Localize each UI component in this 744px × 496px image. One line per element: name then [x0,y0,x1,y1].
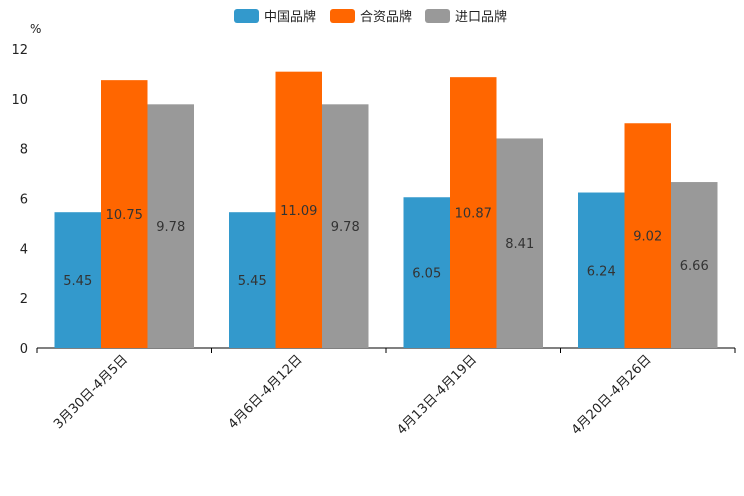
y-axis-unit: % [30,22,41,36]
bar-2-3 [450,77,497,349]
x-tick-label: 4月6日-4月12日 [226,352,306,432]
legend-swatch [425,9,450,23]
bar-2-4 [624,123,671,348]
data-label: 10.87 [455,207,492,222]
bar-1-3 [403,197,450,348]
y-tick-label: 6 [20,193,28,208]
data-label: 5.45 [63,274,92,289]
y-tick-label: 2 [20,292,28,307]
bar-3-3 [496,138,543,348]
data-label: 9.78 [156,220,185,235]
data-label: 6.05 [412,267,441,282]
bar-1-4 [578,192,625,348]
legend-label: 合资品牌 [360,9,412,25]
y-tick-label: 0 [20,342,28,357]
data-label: 11.09 [280,204,317,219]
legend: 中国品牌 合资品牌 进口品牌 [234,9,507,25]
legend-label: 进口品牌 [455,9,507,25]
x-tick-label: 3月30日-4月5日 [51,352,131,432]
data-labels: 5.45 10.75 9.78 5.45 11.09 9.78 6.05 10.87 8.41 6… [63,204,708,289]
legend-label: 中国品牌 [264,9,316,25]
data-label: 8.41 [505,237,534,252]
x-tick-label: 4月13日-4月19日 [394,352,480,438]
bar-2-1 [101,80,148,348]
x-tick-label: 4月20日-4月26日 [569,352,655,438]
bar-2-2 [275,71,322,348]
y-tick-label: 4 [20,242,28,257]
data-label: 6.24 [587,264,616,279]
y-tick-label: 12 [11,43,28,58]
bars [54,71,718,349]
data-label: 10.75 [106,208,143,223]
bar-3-4 [671,182,718,348]
bar-3-2 [322,104,369,348]
legend-swatch [234,9,259,23]
bar-1-1 [54,212,101,348]
data-label: 9.78 [331,220,360,235]
y-tick-label: 10 [11,93,28,108]
bar-1-2 [229,212,276,348]
bar-3-1 [147,104,194,348]
y-tick-label: 8 [20,143,28,158]
x-axis: 3月30日-4月5日 4月6日-4月12日 4月13日-4月19日 4月20日-4月2… [36,348,736,438]
data-label: 5.45 [238,274,267,289]
data-label: 6.66 [680,259,709,274]
data-label: 9.02 [633,230,662,245]
legend-swatch [330,9,355,23]
